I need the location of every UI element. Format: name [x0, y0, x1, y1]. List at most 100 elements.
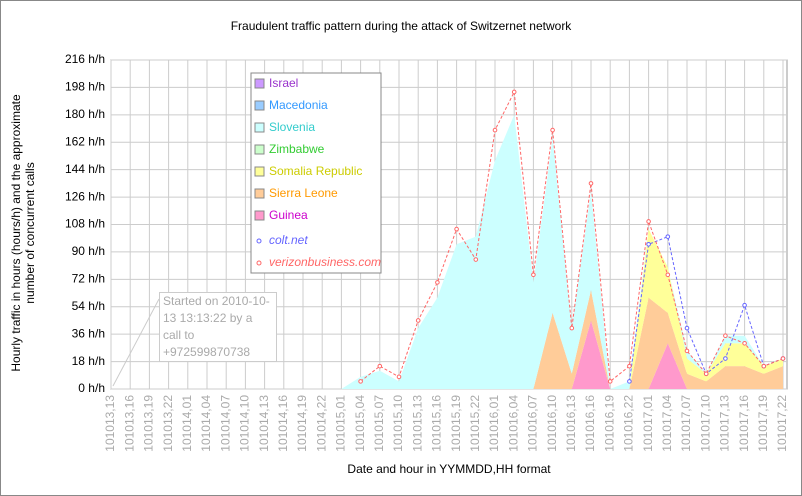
- point: [627, 379, 632, 384]
- y-tick-label: 90 h/h: [72, 244, 105, 258]
- legend-swatch: [254, 100, 265, 111]
- x-tick-label: 101014,22: [314, 395, 328, 452]
- x-tick-label: 101014,04: [199, 395, 213, 452]
- x-tick-label: 101015,13: [410, 395, 424, 452]
- x-tick-label: 101013,13: [103, 395, 117, 452]
- point: [761, 363, 767, 369]
- legend-box: [250, 72, 382, 274]
- point: [569, 325, 575, 331]
- legend-label: Sierra Leone: [269, 186, 338, 200]
- y-tick-label: 162 h/h: [65, 134, 105, 148]
- area: [111, 289, 783, 389]
- point: [511, 89, 517, 95]
- legend-swatch: [254, 78, 265, 89]
- y-axis-title: Hourly traffic in hours (hours/h) and th…: [9, 94, 37, 372]
- legend-swatch: [254, 188, 265, 199]
- point: [646, 242, 651, 247]
- point: [492, 127, 498, 133]
- x-tick-label: 101017,22: [775, 395, 789, 452]
- x-tick-label: 101016,19: [602, 395, 616, 452]
- x-tick-label: 101017,07: [679, 395, 693, 452]
- x-tick-label: 101015,19: [449, 395, 463, 452]
- point: [627, 363, 632, 369]
- legend-swatch: [254, 144, 265, 155]
- area: [111, 229, 783, 389]
- point: [665, 234, 671, 239]
- point: [742, 341, 747, 346]
- point: [435, 280, 440, 285]
- x-tick-label: 101016,22: [622, 395, 636, 452]
- point: [473, 257, 479, 262]
- point: [415, 318, 421, 323]
- legend-label: verizonbusiness.com: [269, 255, 381, 269]
- legend-swatch: [254, 210, 265, 221]
- point: [646, 219, 651, 224]
- y-tick-label: 0 h/h: [78, 381, 105, 395]
- point: [588, 181, 594, 186]
- point: [684, 348, 690, 354]
- y-tick-label: 36 h/h: [72, 326, 105, 340]
- x-tick-label: 101014,19: [295, 395, 309, 452]
- legend-label: colt.net: [269, 233, 308, 247]
- legend-marker: [256, 260, 262, 266]
- point: [358, 379, 363, 384]
- point: [742, 302, 747, 308]
- x-tick-label: 101014,07: [218, 395, 232, 452]
- point: [454, 226, 459, 232]
- legend-label: Somalia Republic: [269, 164, 362, 178]
- point: [550, 127, 555, 133]
- point: [665, 272, 671, 278]
- x-tick-label: 101014,13: [257, 395, 271, 452]
- x-tick-label: 101013,22: [161, 395, 175, 452]
- legend-marker: [256, 238, 262, 244]
- x-tick-label: 101014,10: [238, 395, 252, 452]
- y-tick-label: 18 h/h: [72, 354, 105, 368]
- point: [723, 333, 728, 338]
- point: [780, 356, 786, 361]
- x-tick-label: 101016,04: [506, 395, 520, 452]
- x-tick-label: 101017,01: [641, 395, 655, 452]
- x-tick-label: 101017,16: [737, 395, 751, 452]
- x-tick-label: 101015,10: [391, 395, 405, 452]
- x-tick-label: 101016,07: [526, 395, 540, 452]
- area: [111, 114, 783, 389]
- legend-label: Macedonia: [269, 98, 328, 112]
- point: [723, 356, 728, 361]
- point: [684, 325, 690, 331]
- chart-title: Fraudulent traffic pattern during the at…: [231, 19, 573, 33]
- x-tick-label: 101017,13: [718, 395, 732, 452]
- y-tick-label: 198 h/h: [65, 80, 105, 94]
- x-tick-label: 101015,16: [430, 395, 444, 452]
- y-tick-label: 144 h/h: [65, 162, 105, 176]
- y-tick-label: 126 h/h: [65, 189, 105, 203]
- y-tick-label: 108 h/h: [65, 217, 105, 231]
- y-tick-label: 216 h/h: [65, 52, 105, 66]
- x-tick-label: 101013,16: [122, 395, 136, 452]
- point: [607, 379, 613, 384]
- y-tick-label: 180 h/h: [65, 107, 105, 121]
- x-tick-label: 101015,01: [334, 395, 348, 452]
- x-axis-title: Date and hour in YYMMDD,HH format: [347, 462, 551, 476]
- x-tick-label: 101015,04: [353, 395, 367, 452]
- x-tick-label: 101014,01: [180, 395, 194, 452]
- y-tick-label: 54 h/h: [72, 299, 105, 313]
- point: [377, 363, 383, 369]
- annotation: Started on 2010-10-13 13:13:22 by a call…: [159, 292, 277, 362]
- x-tick-label: 101015,07: [372, 395, 386, 452]
- legend-label: Guinea: [269, 208, 308, 222]
- legend-swatch: [254, 122, 265, 133]
- legend-label: Zimbabwe: [269, 142, 325, 156]
- x-tick-label: 101016,16: [583, 395, 597, 452]
- x-tick-label: 101014,16: [276, 395, 290, 452]
- x-tick-label: 101017,10: [698, 395, 712, 452]
- legend-label: Slovenia: [269, 120, 315, 134]
- point: [531, 272, 536, 278]
- legend-swatch: [254, 166, 265, 177]
- x-tick-label: 101017,04: [660, 395, 674, 452]
- annotation-leader: [112, 298, 160, 387]
- point: [703, 371, 709, 377]
- x-tick-label: 101016,13: [564, 395, 578, 452]
- x-tick-label: 101016,01: [487, 395, 501, 452]
